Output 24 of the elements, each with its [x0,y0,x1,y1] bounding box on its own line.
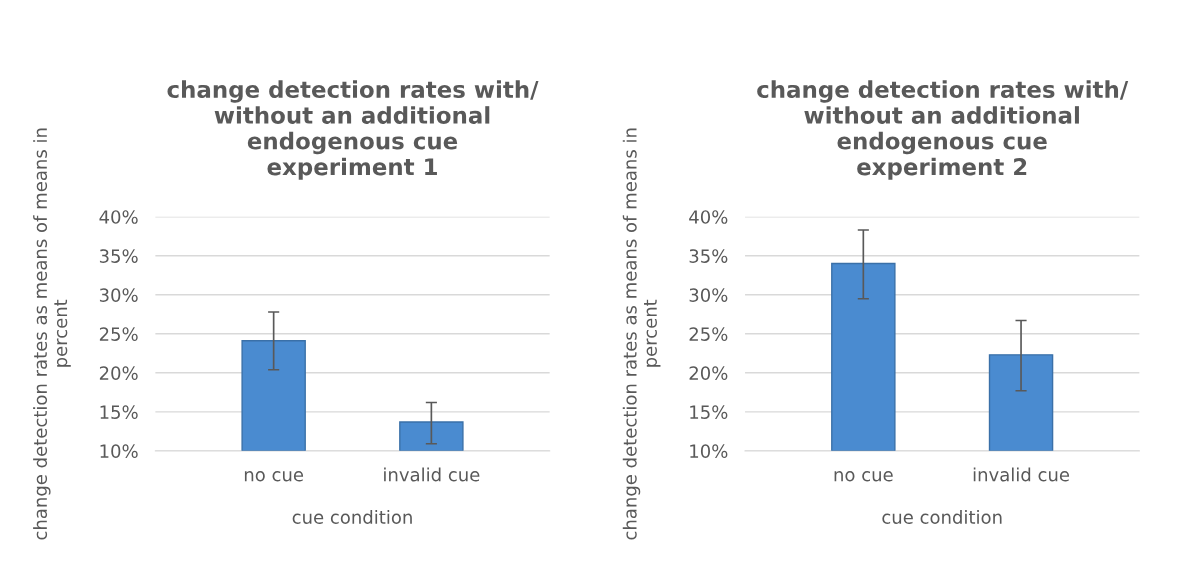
y-tick-label: 40% [689,210,728,224]
x-axis-title: cue condition [882,509,1002,524]
y-tick-label: 15% [100,405,138,419]
y-tick-label: 10% [100,444,138,458]
chart-title: change detection rates with/ without an additional endogenous cue experiment 2 [757,80,1129,180]
y-tick-label: 30% [99,288,138,302]
x-tick-label: invalid cue [384,467,480,482]
x-tick-label: no cue [244,471,304,482]
y-tick-label: 10% [690,444,728,458]
y-tick-label: 20% [689,366,728,380]
y-tick-label: 20% [99,366,138,380]
x-tick-label: invalid cue [973,467,1070,482]
y-tick-label: 35% [99,249,138,263]
y-tick-label: 15% [690,405,728,419]
y-tick-label: 25% [689,327,728,341]
x-tick-label: no cue [834,471,893,482]
y-tick-label: 30% [689,288,728,302]
y-axis-title: change detection rates as means of means in percent [622,128,661,540]
chart-title: change detection rates with/ without an additional endogenous cue experiment 1 [167,80,539,180]
y-axis-title: change detection rates as means of means in percent [33,128,71,540]
y-tick-label: 35% [689,249,728,263]
x-axis-title: cue condition [292,509,412,524]
y-tick-label: 25% [99,327,138,341]
y-tick-label: 40% [99,210,138,224]
